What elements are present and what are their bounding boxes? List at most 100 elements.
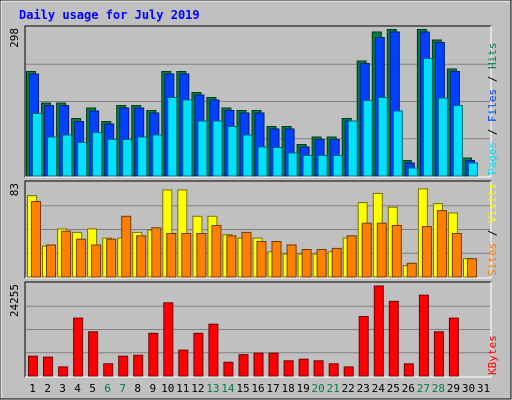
sites-bar-17	[271, 241, 282, 278]
sites-bar-11	[181, 233, 192, 278]
sites-bar-9	[151, 227, 162, 278]
pages-bar-15	[242, 134, 253, 177]
kbytes-bar-4	[73, 317, 84, 377]
kbytes-bar-11	[178, 349, 189, 377]
x-tick-label: 14	[221, 382, 235, 395]
kbytes-bar-28	[433, 331, 444, 377]
sites-bar-27	[421, 226, 432, 278]
pages-bar-11	[182, 99, 193, 177]
x-tick-label: 13	[206, 382, 219, 395]
x-tick-label: 10	[161, 382, 174, 395]
kbytes-bar-10	[163, 302, 174, 377]
sites-bar-8	[136, 235, 147, 278]
sites-bar-24	[376, 222, 387, 278]
panel-3: 24255 KBytes	[8, 281, 499, 378]
x-tick-label: 9	[149, 382, 156, 395]
sites-bar-7	[121, 215, 132, 278]
pages-bar-6	[107, 139, 118, 177]
plot-area-highlight	[25, 282, 492, 378]
y-max-label: 24255	[8, 284, 21, 317]
legend-kbytes: KBytes	[486, 335, 499, 375]
x-tick-label: 12	[191, 382, 204, 395]
kbytes-bar-12	[193, 332, 204, 377]
sites-bar-4	[76, 238, 87, 278]
sites-bar-5	[91, 244, 102, 278]
sites-bar-26	[406, 262, 417, 278]
x-tick-label: 27	[417, 382, 430, 395]
sites-bar-15	[241, 231, 252, 278]
pages-bar-8	[137, 136, 148, 177]
x-tick-label: 24	[372, 382, 386, 395]
pages-bar-26	[407, 167, 418, 177]
sites-bar-1	[31, 201, 41, 278]
legend-sites: Sites	[486, 243, 499, 276]
kbytes-bar-22	[343, 366, 354, 377]
pages-bar-18	[287, 152, 298, 177]
y-max-label: 83	[8, 183, 21, 196]
legend-separator: /	[486, 223, 499, 243]
kbytes-bar-26	[403, 363, 414, 377]
kbytes-bar-16	[253, 352, 264, 377]
kbytes-bar-19	[298, 358, 309, 377]
x-tick-label: 29	[447, 382, 460, 395]
plot-area-highlight	[25, 26, 492, 178]
kbytes-bar-18	[283, 360, 294, 377]
kbytes-bar-20	[313, 360, 324, 377]
x-tick-label: 2	[44, 382, 51, 395]
panel-1: 298 Pages / Files / Hits	[8, 25, 499, 178]
x-tick-label: 31	[477, 382, 490, 395]
x-tick-label: 30	[462, 382, 475, 395]
kbytes-bar-14	[223, 361, 234, 377]
kbytes-bar-15	[238, 354, 249, 377]
legend-files: Files	[486, 89, 499, 122]
pages-bar-5	[92, 132, 103, 177]
x-tick-label: 15	[236, 382, 249, 395]
sites-bar-3	[61, 230, 72, 278]
kbytes-bar-7	[118, 355, 129, 377]
series-legend: KBytes	[486, 335, 499, 375]
kbytes-bar-8	[133, 354, 144, 377]
pages-bar-17	[272, 147, 283, 177]
x-tick-label: 18	[281, 382, 294, 395]
x-tick-label: 28	[432, 382, 445, 395]
y-max-label: 298	[8, 28, 21, 48]
x-tick-label: 6	[104, 382, 111, 395]
kbytes-bar-13	[208, 323, 219, 377]
kbytes-bar-5	[88, 331, 99, 377]
sites-bar-10	[166, 233, 177, 278]
sites-bar-30	[467, 258, 477, 278]
pages-bar-27	[422, 58, 433, 177]
pages-bar-2	[47, 136, 57, 177]
x-axis: 1 2 3 4 5 6 7 8 9 10 11 12 13 14 15 16 17 18 19 20 21 22 23 24 2…	[29, 382, 490, 395]
x-tick-label: 7	[119, 382, 126, 395]
pages-bar-19	[302, 155, 313, 177]
kbytes-bar-25	[388, 300, 399, 377]
sites-bar-29	[451, 233, 462, 278]
sites-bar-23	[361, 222, 372, 278]
sites-bar-2	[46, 244, 56, 278]
sites-bar-21	[331, 247, 342, 278]
pages-bar-20	[317, 155, 328, 177]
pages-bar-21	[332, 155, 343, 177]
plot-area-highlight	[25, 181, 492, 279]
sites-bar-13	[211, 225, 222, 278]
kbytes-bar-24	[373, 285, 384, 377]
kbytes-bar-3	[58, 366, 69, 377]
pages-bar-9	[152, 134, 163, 177]
x-tick-label: 21	[327, 382, 340, 395]
pages-bar-22	[347, 120, 358, 177]
x-tick-label: 5	[89, 382, 96, 395]
legend-separator: /	[486, 69, 499, 89]
kbytes-bar-6	[103, 363, 114, 377]
pages-bar-29	[452, 105, 463, 177]
sites-bar-6	[106, 238, 117, 278]
sites-bar-19	[301, 249, 312, 278]
legend-visits: Visits	[486, 183, 499, 223]
pages-bar-23	[362, 100, 373, 177]
pages-bar-16	[257, 146, 268, 177]
pages-bar-1	[32, 113, 42, 177]
sites-bar-12	[196, 233, 207, 278]
x-tick-label: 23	[357, 382, 370, 395]
pages-bar-14	[227, 126, 238, 177]
